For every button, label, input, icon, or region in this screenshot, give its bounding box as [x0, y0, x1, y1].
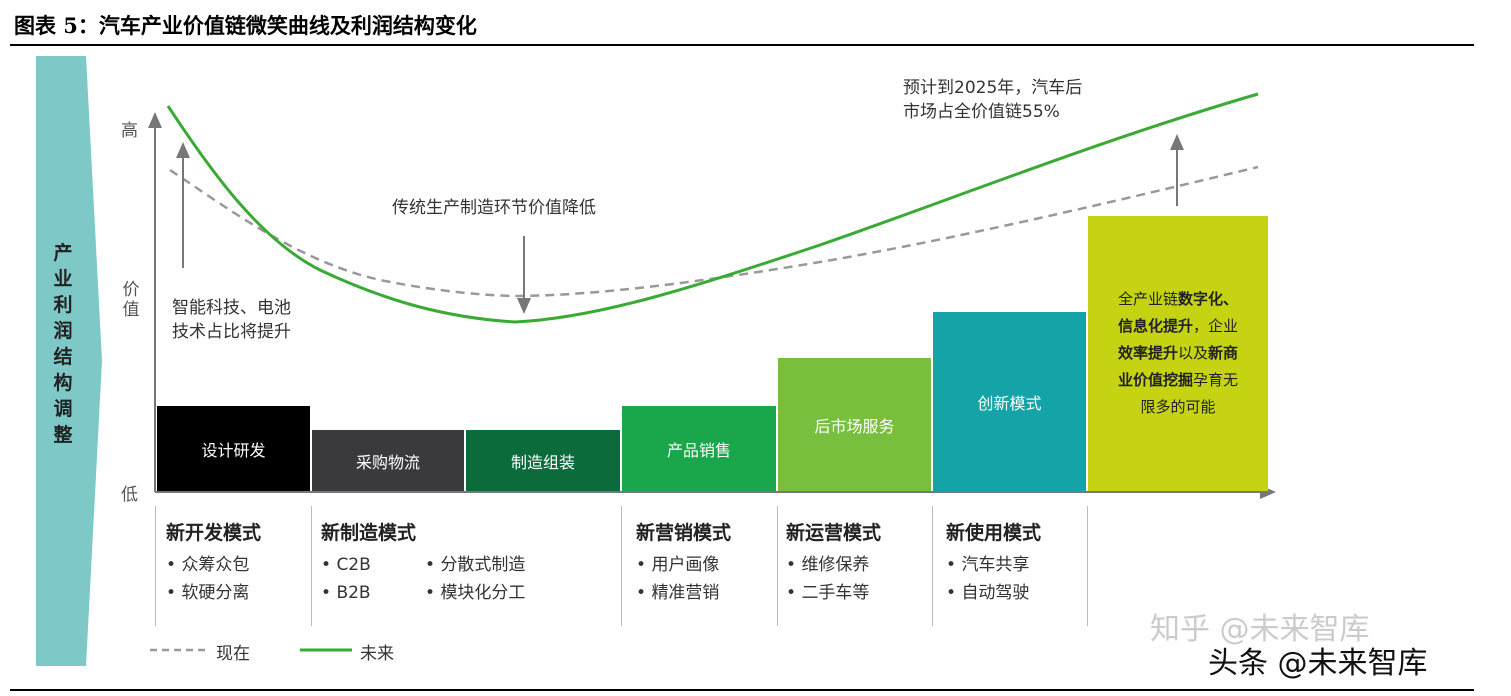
mode-item-text: 维修保养	[801, 555, 870, 575]
mode-item: • C2B	[321, 555, 371, 575]
watermark-zhihu: 知乎 @未来智库	[1150, 612, 1370, 647]
annotation-left: 智能科技、电池 技术占比将提升	[172, 296, 291, 344]
watermark-toutiao: 头条 @未来智库	[1208, 646, 1428, 681]
mode-separator	[311, 506, 312, 626]
annotation-right-line: 预计到2025年，汽车后	[903, 78, 1083, 98]
mode-title: 新制造模式	[321, 522, 417, 544]
mode-item-text: 软硬分离	[181, 583, 250, 603]
mode-title: 新使用模式	[946, 522, 1042, 544]
mode-new-usage: 新使用模式 • 汽车共享 • 自动驾驶	[946, 518, 1041, 607]
mode-items-col: • C2B • B2B	[321, 551, 425, 607]
y-label-mid: 价值	[122, 280, 140, 320]
yellow-text-bold-part: 信息化提升	[1117, 317, 1193, 335]
yellow-text-bold-part: 新商	[1208, 344, 1239, 362]
y-axis-arrowhead	[148, 112, 162, 128]
mode-title: 新营销模式	[636, 522, 732, 544]
mode-separator	[621, 506, 622, 626]
mode-item: • 用户画像	[636, 555, 720, 575]
mode-item-text: 二手车等	[801, 583, 870, 603]
yellow-text-bold-part: 效率提升	[1117, 344, 1178, 362]
mode-new-manufacturing: 新制造模式 • C2B • B2B • 分散式制造 • 模块化分工	[321, 518, 525, 607]
bar-procurement-logistics: 采购物流	[312, 430, 464, 491]
mode-item-text: 精准营销	[651, 583, 720, 603]
mode-item-text: B2B	[336, 583, 371, 603]
mode-item: • 模块化分工	[425, 583, 526, 603]
mode-separator	[155, 506, 156, 626]
bar-design-rd: 设计研发	[157, 406, 310, 491]
mode-title: 新运营模式	[786, 522, 882, 544]
mode-item: • B2B	[321, 583, 371, 603]
figure-title: 图表 5：汽车产业价值链微笑曲线及利润结构变化	[14, 13, 477, 38]
current-curve	[169, 165, 1259, 298]
bar-product-sales: 产品销售	[622, 406, 776, 491]
bar-aftermarket-service: 后市场服务	[778, 358, 931, 491]
annotation-right: 预计到2025年，汽车后 市场占全价值链55%	[903, 76, 1082, 124]
yellow-text-part: 孕育无	[1192, 371, 1238, 389]
mode-items-col: • 分散式制造 • 模块化分工	[425, 551, 525, 607]
annotation-left-line: 技术占比将提升	[172, 322, 291, 342]
future-curve	[166, 92, 1259, 324]
legend-future-label: 未来	[360, 644, 394, 664]
legend-current-label: 现在	[216, 644, 250, 664]
mode-separator	[777, 506, 778, 626]
mode-item-text: 众筹众包	[181, 555, 250, 575]
mode-new-operation: 新运营模式 • 维修保养 • 二手车等	[786, 518, 881, 607]
title-rule	[10, 44, 1474, 46]
bar-manufacturing-assembly: 制造组装	[466, 430, 620, 491]
mode-items-row: • C2B • B2B • 分散式制造 • 模块化分工	[321, 551, 525, 607]
mode-item: • 软硬分离	[166, 583, 250, 603]
mode-item-text: C2B	[336, 555, 371, 575]
bar-innovation-mode: 创新模式	[933, 312, 1086, 491]
yellow-text-part: 全产业链	[1117, 290, 1178, 308]
mode-separator	[1087, 506, 1088, 626]
mode-item: • 汽车共享	[946, 555, 1030, 575]
right-up-arrowhead	[1170, 134, 1184, 150]
middle-down-arrowhead	[517, 298, 531, 314]
annotation-middle: 传统生产制造环节价值降低	[392, 198, 596, 218]
mode-item-text: 模块化分工	[440, 583, 526, 603]
mode-separator	[932, 506, 933, 626]
yellow-text-part: 限多的可能	[1140, 398, 1216, 416]
annotation-left-line: 智能科技、电池	[172, 298, 291, 318]
y-label-low: 低	[121, 485, 138, 505]
bar-digital-value-chain: 全产业链数字化、 信息化提升，企业 效率提升以及新商 业价值挖掘孕育无 限多的可…	[1088, 216, 1268, 491]
side-banner-label: 产业利润结构调整	[53, 242, 73, 446]
digital-value-chain-text: 全产业链数字化、 信息化提升，企业 效率提升以及新商 业价值挖掘孕育无 限多的可…	[1118, 286, 1238, 421]
yellow-text-bold-part: 业价值挖掘	[1117, 371, 1193, 389]
mode-item-text: 分散式制造	[440, 555, 526, 575]
mode-item: • 自动驾驶	[946, 583, 1030, 603]
mode-item: • 维修保养	[786, 555, 870, 575]
mode-title: 新开发模式	[166, 522, 262, 544]
bottom-rule	[10, 689, 1474, 691]
yellow-text-bold-part: 数字化、	[1177, 290, 1238, 308]
mode-item-text: 汽车共享	[961, 555, 1030, 575]
mode-new-development: 新开发模式 • 众筹众包 • 软硬分离	[166, 518, 261, 607]
y-label-high: 高	[121, 121, 138, 141]
annotation-right-line: 市场占全价值链55%	[903, 102, 1060, 122]
mode-new-marketing: 新营销模式 • 用户画像 • 精准营销	[636, 518, 731, 607]
mode-item-text: 用户画像	[651, 555, 720, 575]
mode-item: • 众筹众包	[166, 555, 250, 575]
mode-item: • 二手车等	[786, 583, 870, 603]
mode-item: • 分散式制造	[425, 555, 526, 575]
side-banner-arrow	[36, 56, 102, 666]
mode-item-text: 自动驾驶	[961, 583, 1030, 603]
left-up-arrowhead	[176, 142, 190, 158]
yellow-text-part: ，企业	[1192, 317, 1238, 335]
mode-item: • 精准营销	[636, 583, 720, 603]
yellow-text-part: 以及	[1177, 344, 1208, 362]
